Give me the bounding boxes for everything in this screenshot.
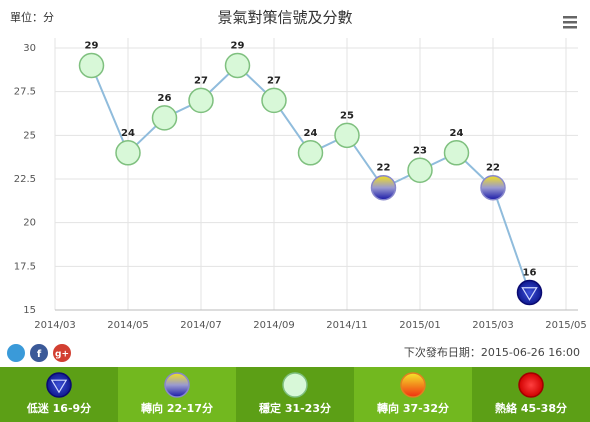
value-label: 24 (121, 128, 135, 139)
point (297, 140, 324, 166)
legend-icon-circle (282, 372, 308, 398)
y-tick-label: 20 (23, 218, 36, 229)
y-tick-label: 27.5 (14, 87, 36, 98)
point (115, 140, 141, 166)
value-label: 23 (413, 145, 427, 156)
value-label: 24 (304, 128, 318, 139)
release-note: 下次發布日期：2015-06-26 16:00 (404, 345, 580, 359)
point-circle (224, 52, 251, 79)
menu-icon[interactable] (563, 16, 577, 29)
value-label: 29 (231, 40, 245, 51)
legend-label: 熱絡 45-38分 (495, 401, 567, 415)
value-label: 24 (450, 128, 464, 139)
point-circle (151, 105, 178, 131)
value-label: 25 (340, 110, 354, 121)
x-tick-label: 2014/07 (180, 320, 222, 331)
point-circle (261, 87, 287, 114)
svg-text:f: f (37, 349, 42, 360)
legend-label: 低迷 16-9分 (26, 401, 91, 415)
legend-icon-circle (164, 372, 190, 398)
y-tick-label: 30 (23, 43, 36, 54)
legend-label: 轉向 22-17分 (141, 401, 213, 415)
point-circle (115, 140, 141, 166)
value-label: 22 (486, 163, 500, 174)
svg-text:g+: g+ (55, 350, 69, 360)
point (334, 122, 360, 149)
point (151, 105, 178, 131)
legend-label: 穩定 31-23分 (258, 401, 331, 415)
legend-icon (282, 372, 308, 398)
point-circle (407, 157, 433, 184)
social-icons[interactable]: f g+ (7, 344, 71, 362)
x-tick-label: 2014/05 (107, 320, 149, 331)
point (516, 279, 543, 306)
point (224, 52, 251, 79)
x-tick-label: 2014/03 (34, 320, 76, 331)
legend-label: 轉向 37-32分 (377, 401, 449, 415)
point-circle (480, 174, 506, 201)
legend-icon-triangle (50, 379, 68, 394)
point (443, 140, 470, 166)
legend-icon (164, 372, 190, 398)
x-tick-label: 2014/11 (326, 320, 368, 331)
point-circle (297, 140, 324, 166)
x-tick-label: 2015/01 (399, 320, 441, 331)
y-tick-label: 25 (23, 130, 36, 141)
unit-label: 單位：分 (10, 10, 54, 24)
point-circle (443, 140, 470, 166)
value-label: 22 (377, 163, 391, 174)
x-tick-label: 2015/03 (472, 320, 514, 331)
y-tick-label: 17.5 (14, 261, 36, 272)
point (407, 157, 433, 184)
point (188, 87, 214, 114)
legend-icon (400, 372, 426, 398)
value-label: 27 (194, 75, 208, 86)
y-tick-label: 22.5 (14, 174, 36, 185)
point-circle (516, 279, 543, 306)
value-label: 26 (158, 93, 172, 104)
point-circle (334, 122, 360, 149)
point-triangle (521, 287, 538, 301)
point (261, 87, 287, 114)
point-circle (188, 87, 214, 114)
point-circle (370, 174, 397, 201)
x-tick-label: 2014/09 (253, 320, 295, 331)
point (78, 52, 105, 79)
value-label: 29 (85, 40, 99, 51)
y-tick-label: 15 (23, 305, 36, 316)
legend-icon (518, 372, 544, 398)
value-label: 27 (267, 75, 281, 86)
legend-icon-circle (46, 372, 72, 398)
legend-icon-circle (518, 372, 544, 398)
legend-icon-circle (400, 372, 426, 398)
value-label: 16 (523, 268, 537, 279)
x-tick-label: 2015/05 (545, 320, 587, 331)
point-circle (78, 52, 105, 79)
point (480, 174, 506, 201)
legend-icon (46, 372, 72, 398)
point (370, 174, 397, 201)
chart-title: 景氣對策信號及分數 (217, 9, 352, 27)
